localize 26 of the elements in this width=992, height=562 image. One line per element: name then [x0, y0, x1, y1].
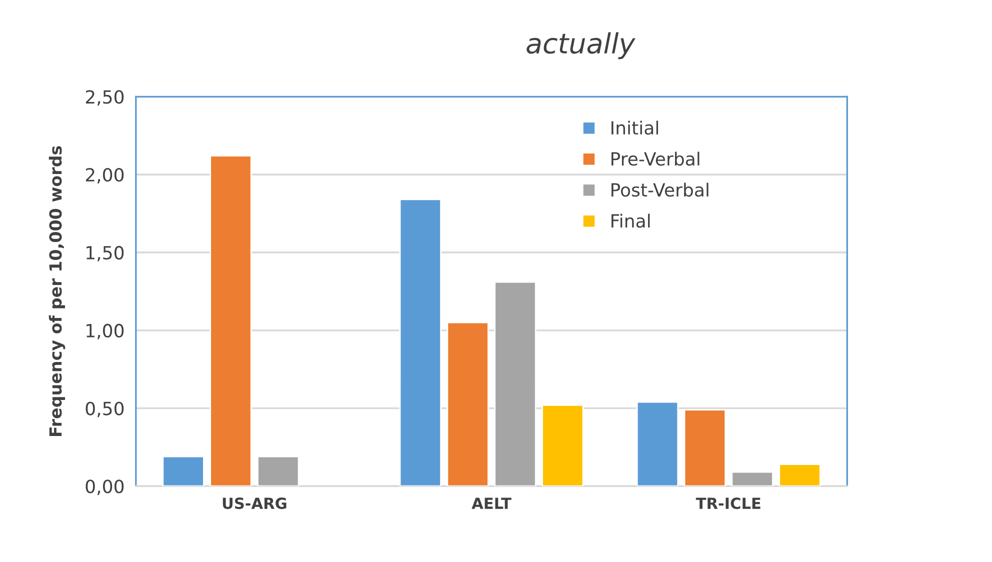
- bar: [494, 281, 536, 486]
- chart-title: actually: [526, 32, 636, 60]
- bar: [684, 409, 726, 486]
- y-axis-title: Frequency of per 10,000 words: [48, 146, 66, 436]
- y-tick-label: 0,50: [86, 402, 124, 418]
- legend-label: Post-Verbal: [612, 182, 708, 197]
- bar: [778, 464, 821, 486]
- x-tick-label: US-ARG: [222, 498, 286, 510]
- bar: [257, 456, 300, 486]
- y-tick-label: 0,00: [86, 480, 124, 496]
- x-tick-label: AELT: [472, 498, 512, 509]
- bar: [210, 155, 252, 486]
- legend-label: Initial: [612, 120, 658, 135]
- bar: [446, 322, 489, 486]
- bar: [162, 456, 204, 486]
- y-tick-label: 1,00: [86, 324, 124, 340]
- legend-label: Final: [612, 214, 650, 228]
- y-tick-label: 2,50: [86, 90, 124, 106]
- y-tick-label: 1,50: [86, 246, 124, 262]
- bar: [399, 198, 442, 486]
- bar: [542, 404, 584, 486]
- bar: [636, 401, 679, 486]
- x-tick-label: TR-ICLE: [696, 498, 760, 510]
- y-tick-label: 2,00: [86, 168, 124, 184]
- bar: [731, 471, 774, 486]
- legend-label: Pre-Verbal: [612, 152, 700, 166]
